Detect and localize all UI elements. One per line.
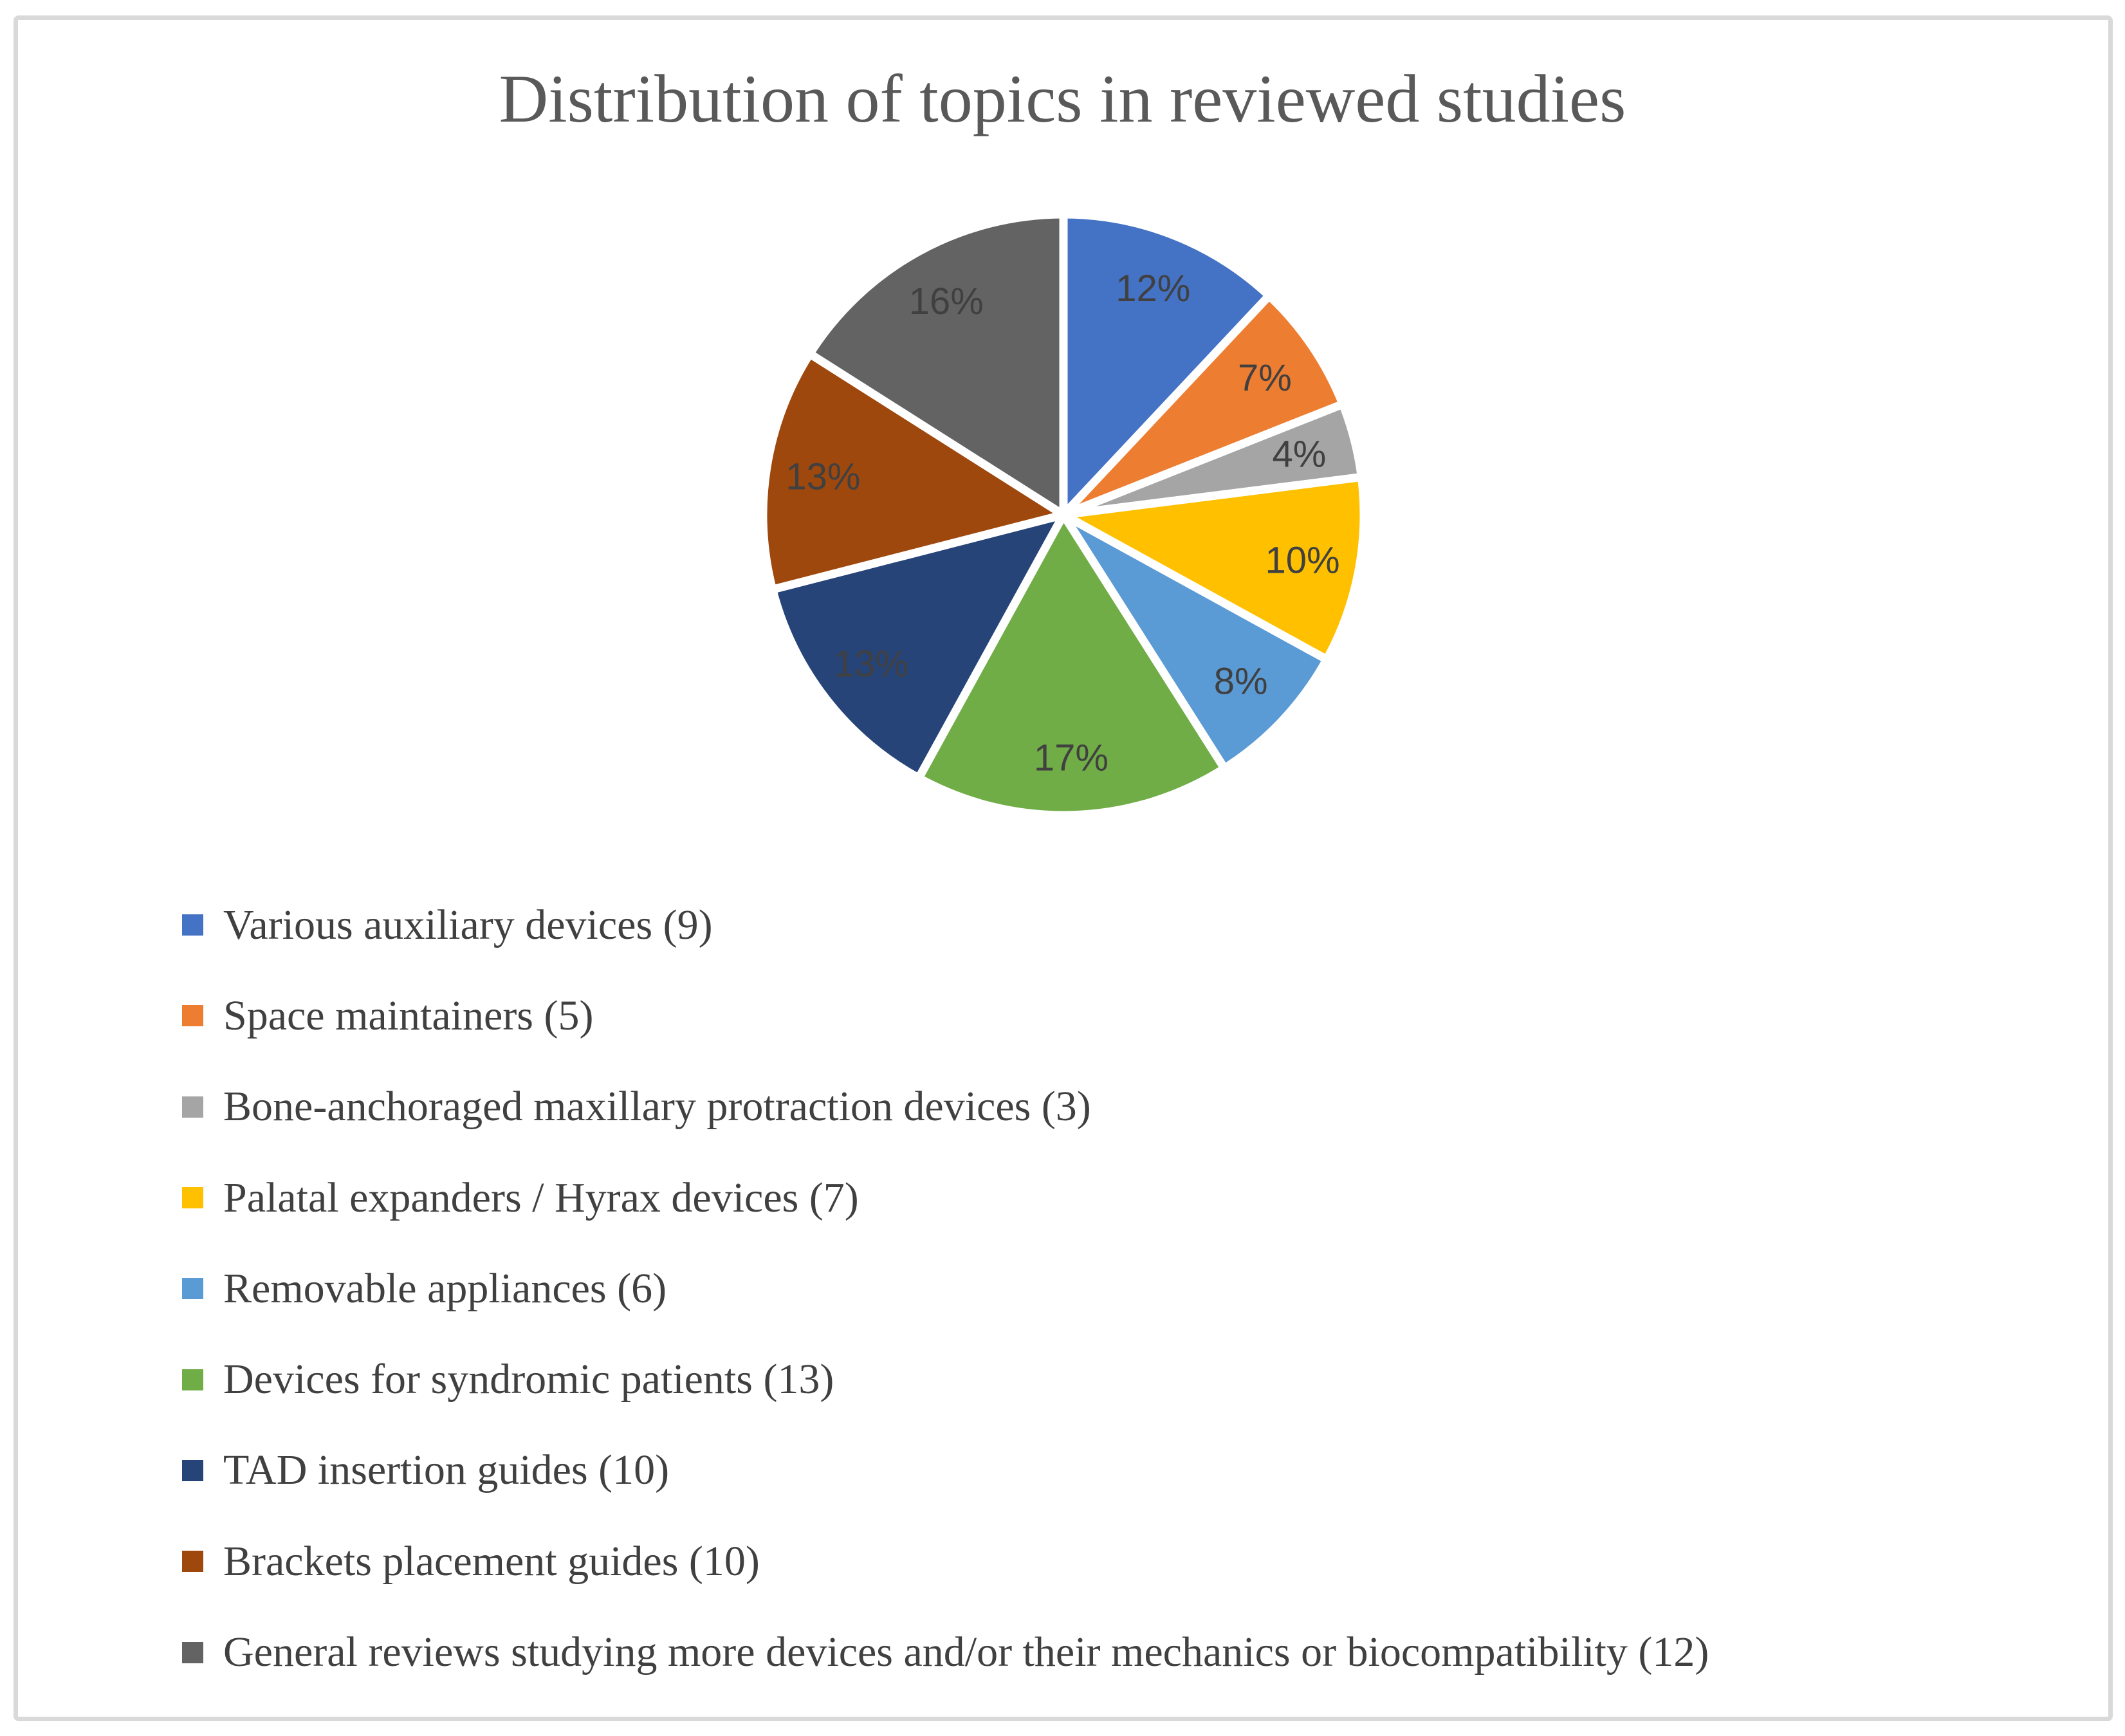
legend-item: Bone-anchoraged maxillary protraction de… (182, 1062, 1709, 1152)
legend-marker (182, 1641, 203, 1663)
pie-slice-percent-label: 7% (1238, 357, 1292, 399)
legend-item: Brackets placement guides (10) (182, 1516, 1709, 1607)
pie-slice-percent-label: 13% (786, 456, 860, 497)
legend-label: Removable appliances (6) (223, 1264, 667, 1312)
legend-item: Palatal expanders / Hyrax devices (7) (182, 1152, 1709, 1243)
legend-item: Space maintainers (5) (182, 970, 1709, 1061)
legend-marker (182, 1187, 203, 1209)
legend-label: Devices for syndromic patients (13) (223, 1356, 834, 1403)
pie-slice-9 (804, 210, 1068, 522)
legend-item: Removable appliances (6) (182, 1243, 1709, 1334)
legend-item: Devices for syndromic patients (13) (182, 1334, 1709, 1425)
pie-slice-percent-label: 13% (834, 643, 908, 685)
pie-slice-1 (1059, 210, 1275, 526)
legend-marker (182, 1096, 203, 1118)
legend-marker (182, 1278, 203, 1300)
legend-item: TAD insertion guides (10) (182, 1425, 1709, 1516)
legend-marker (182, 914, 203, 936)
chart-title: Distribution of topics in reviewed studi… (499, 61, 1626, 136)
legend-marker (182, 1005, 203, 1027)
legend-item: General reviews studying more devices an… (182, 1607, 1709, 1697)
legend-marker (182, 1551, 203, 1573)
pie-slice-percent-label: 4% (1272, 433, 1326, 475)
pie-slice-7 (767, 508, 1072, 784)
pie-slice-2 (1060, 290, 1348, 519)
pie-slice-percent-label: 12% (1116, 268, 1190, 309)
legend-label: Bone-anchoraged maxillary protraction de… (223, 1083, 1091, 1131)
pie-slice-4 (1050, 472, 1368, 665)
legend-marker (182, 1459, 203, 1481)
pie-slice-8 (759, 347, 1074, 595)
legend-label: General reviews studying more devices an… (223, 1629, 1709, 1676)
legend-label: TAD insertion guides (10) (223, 1446, 670, 1494)
pie-slice-percent-label: 10% (1265, 539, 1340, 581)
legend-label: Palatal expanders / Hyrax devices (7) (223, 1174, 859, 1221)
pie-slice-6 (913, 506, 1231, 820)
pie-slice-percent-label: 17% (1034, 737, 1108, 779)
pie-slice-5 (1060, 511, 1333, 775)
pie-slice-percent-label: 16% (909, 281, 984, 322)
legend-label: Space maintainers (5) (223, 992, 594, 1039)
legend-item: Various auxiliary devices (9) (182, 880, 1709, 970)
legend-marker (182, 1369, 203, 1390)
legend: Various auxiliary devices (9) Space maint… (182, 880, 1709, 1698)
legend-label: Brackets placement guides (10) (223, 1537, 760, 1585)
pie-slice-percent-label: 8% (1214, 660, 1268, 702)
legend-label: Various auxiliary devices (9) (223, 901, 713, 948)
